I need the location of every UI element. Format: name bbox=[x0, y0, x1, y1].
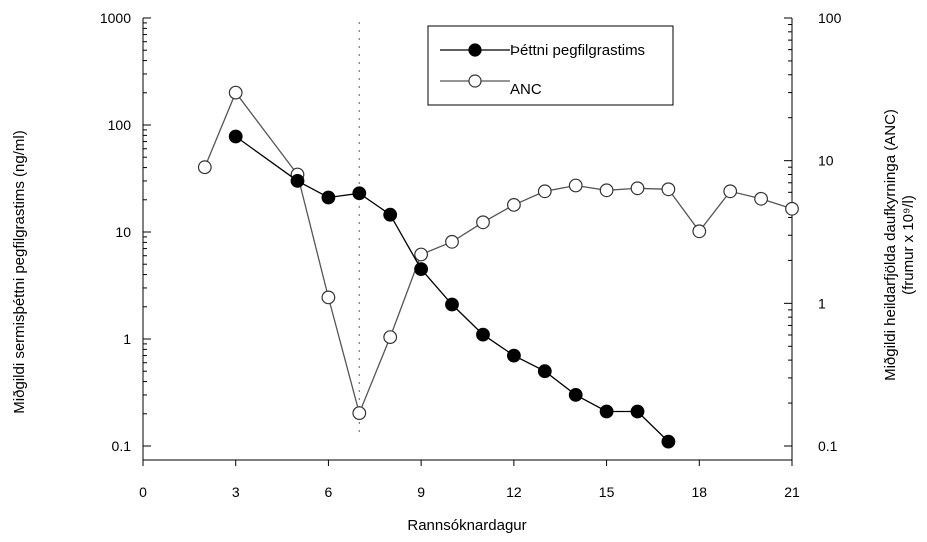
data-point-anc bbox=[228, 85, 243, 100]
x-tick-label: 18 bbox=[691, 484, 707, 500]
x-tick-label: 15 bbox=[599, 484, 615, 500]
data-point-pegfilgrastim bbox=[568, 388, 583, 402]
right-y-ticks: 0.1 1 10 100 bbox=[784, 10, 842, 454]
axes bbox=[142, 18, 793, 461]
data-point-pegfilgrastim bbox=[352, 186, 367, 201]
legend-marker-anc bbox=[468, 74, 482, 88]
legend: Þéttni pegfilgrastims ANC bbox=[427, 25, 674, 106]
right-tick-label: 0.1 bbox=[818, 438, 838, 454]
x-tick-label: 0 bbox=[139, 484, 147, 500]
legend-label-anc: ANC bbox=[510, 81, 542, 98]
data-point-pegfilgrastim bbox=[599, 404, 614, 419]
data-point-pegfilgrastim bbox=[321, 190, 336, 205]
left-tick-label: 1000 bbox=[100, 10, 131, 26]
data-point-anc bbox=[321, 290, 336, 305]
data-point-anc bbox=[537, 184, 552, 199]
data-point-anc bbox=[568, 178, 583, 193]
right-y-axis-title-line1: Miðgildi heildarfjölda daufkyrninga (ANC… bbox=[882, 109, 899, 381]
left-tick-label: 10 bbox=[115, 224, 131, 240]
data-point-anc bbox=[754, 191, 768, 206]
right-tick-label: 1 bbox=[818, 295, 826, 311]
data-point-anc bbox=[352, 406, 367, 421]
x-tick-label: 12 bbox=[506, 484, 522, 500]
data-point-anc bbox=[383, 330, 398, 345]
legend-marker-pegfilgrastim bbox=[468, 43, 482, 57]
data-point-pegfilgrastim bbox=[383, 207, 398, 222]
left-tick-label: 0.1 bbox=[112, 438, 132, 454]
data-point-pegfilgrastim bbox=[630, 404, 645, 419]
data-point-pegfilgrastim bbox=[228, 129, 243, 144]
data-point-pegfilgrastim bbox=[414, 262, 429, 277]
data-point-anc bbox=[723, 184, 738, 199]
data-point-anc bbox=[630, 181, 645, 196]
data-point-pegfilgrastim bbox=[290, 173, 305, 188]
x-axis-title: Rannsóknardagur bbox=[407, 517, 526, 534]
left-tick-label: 1 bbox=[123, 331, 131, 347]
x-tick-label: 21 bbox=[784, 484, 800, 500]
data-point-anc bbox=[197, 160, 212, 175]
data-point-anc bbox=[692, 224, 707, 239]
data-point-anc bbox=[414, 247, 429, 262]
left-y-ticks: 0.1 1 10 100 1000 bbox=[100, 10, 151, 454]
data-point-pegfilgrastim bbox=[661, 434, 676, 449]
data-point-anc bbox=[599, 183, 614, 198]
data-point-anc bbox=[785, 201, 799, 216]
data-point-anc bbox=[661, 182, 676, 197]
x-tick-label: 9 bbox=[417, 484, 425, 500]
right-y-axis-title-line2: (frumur x 10⁹/l) bbox=[900, 195, 917, 295]
left-tick-label: 100 bbox=[108, 117, 132, 133]
data-point-anc bbox=[507, 197, 521, 212]
data-point-pegfilgrastim bbox=[507, 348, 521, 363]
right-tick-label: 100 bbox=[818, 10, 842, 26]
data-point-pegfilgrastim bbox=[537, 364, 552, 379]
left-y-axis-title: Miðgildi sermisþéttni pegfilgrastims (ng… bbox=[11, 130, 28, 413]
right-tick-label: 10 bbox=[818, 153, 834, 169]
data-point-anc bbox=[476, 215, 490, 230]
data-point-anc bbox=[445, 234, 459, 249]
data-point-pegfilgrastim bbox=[476, 327, 490, 342]
data-point-pegfilgrastim bbox=[445, 297, 459, 312]
legend-box bbox=[427, 25, 674, 106]
legend-label-pegfilgrastim: Þéttni pegfilgrastims bbox=[510, 42, 645, 59]
series-layer bbox=[197, 85, 799, 449]
x-tick-label: 3 bbox=[232, 484, 240, 500]
series-line-anc bbox=[204, 91, 793, 416]
x-tick-label: 6 bbox=[325, 484, 333, 500]
x-ticks: 0 3 6 9 12 15 18 21 bbox=[139, 460, 800, 500]
